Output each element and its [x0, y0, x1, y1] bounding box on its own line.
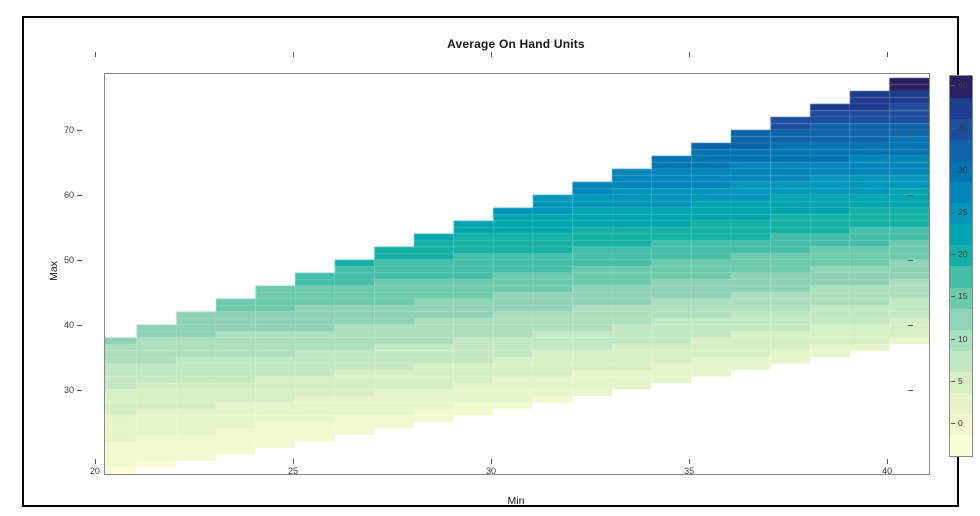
- x-tick: [94, 459, 96, 464]
- y-tick: [77, 389, 82, 391]
- colorbar-tick: [951, 380, 955, 382]
- y-tick-right: [908, 389, 913, 391]
- colorbar-band: [950, 223, 972, 246]
- colorbar-band: [950, 266, 972, 288]
- y-tick-label: 50: [63, 254, 74, 265]
- colorbar-tick: [951, 212, 955, 213]
- chart-frame: Average On Hand Units Min Max 20 25 30 35 40…: [22, 16, 973, 507]
- x-tick: [491, 459, 493, 464]
- x-tick-label: 20: [89, 466, 100, 476]
- colorbar-tick-label: 25: [958, 207, 968, 217]
- y-tick-right: [908, 195, 913, 196]
- colorbar-tick: [951, 423, 955, 425]
- x-tick-label: 30: [486, 466, 497, 476]
- x-tick-top: [94, 52, 96, 57]
- x-axis-label: Min: [507, 495, 525, 507]
- colorbar-tick-label: 35: [958, 122, 968, 133]
- colorbar-tick-label: 40: [958, 80, 968, 91]
- colorbar-tick-label: 30: [958, 164, 968, 175]
- y-tick-right: [908, 324, 913, 326]
- colorbar-band: [950, 97, 972, 119]
- colorbar-tick: [951, 85, 955, 87]
- y-tick-label: 40: [63, 319, 74, 330]
- x-tick-top: [491, 52, 493, 57]
- chart-title: Average On Hand Units: [447, 37, 585, 51]
- y-tick-label: 70: [63, 125, 74, 136]
- colorbar-tick: [951, 338, 955, 340]
- x-tick: [292, 459, 294, 464]
- colorbar-tick: [951, 254, 955, 256]
- x-tick: [887, 459, 889, 464]
- y-tick-right: [908, 130, 913, 132]
- colorbar-band: [950, 329, 972, 351]
- colorbar-tick-label: 20: [958, 249, 968, 260]
- colorbar-tick: [951, 127, 955, 129]
- colorbar-band: [950, 308, 972, 330]
- x-tick-label: 25: [287, 466, 298, 476]
- x-tick-top: [292, 52, 294, 57]
- y-tick-right: [908, 259, 913, 261]
- colorbar-band: [950, 287, 972, 309]
- plot-area: [104, 73, 930, 475]
- y-tick: [77, 324, 82, 326]
- y-tick: [77, 259, 82, 261]
- colorbar-tick: [951, 296, 955, 298]
- x-tick-label: 35: [684, 466, 695, 476]
- x-tick: [689, 459, 691, 464]
- colorbar-band: [950, 76, 972, 98]
- y-tick-label: 30: [63, 384, 74, 395]
- x-tick-top: [887, 52, 889, 57]
- colorbar-band: [950, 160, 972, 183]
- colorbar-band: [950, 371, 972, 394]
- colorbar-tick-label: 15: [958, 291, 968, 302]
- colorbar-tick: [951, 169, 955, 171]
- colorbar-band: [950, 118, 972, 140]
- colorbar-tick-label: 5: [958, 375, 963, 386]
- x-tick-top: [689, 52, 691, 57]
- colorbar-band: [950, 181, 972, 204]
- colorbar-tick-label: 10: [958, 333, 968, 344]
- colorbar-band: [950, 244, 972, 267]
- y-tick: [77, 130, 82, 132]
- y-tick-label: 60: [63, 190, 74, 200]
- x-tick-label: 40: [882, 466, 893, 476]
- colorbar-band: [950, 350, 972, 373]
- heatmap-canvas: [105, 74, 929, 474]
- colorbar-band: [950, 202, 972, 225]
- colorbar-band: [950, 413, 972, 436]
- colorbar: [949, 75, 973, 457]
- colorbar-band: [950, 434, 972, 457]
- y-tick: [77, 195, 82, 196]
- colorbar-tick-label: 0: [958, 418, 963, 429]
- colorbar-band: [950, 392, 972, 415]
- colorbar-band: [950, 139, 972, 161]
